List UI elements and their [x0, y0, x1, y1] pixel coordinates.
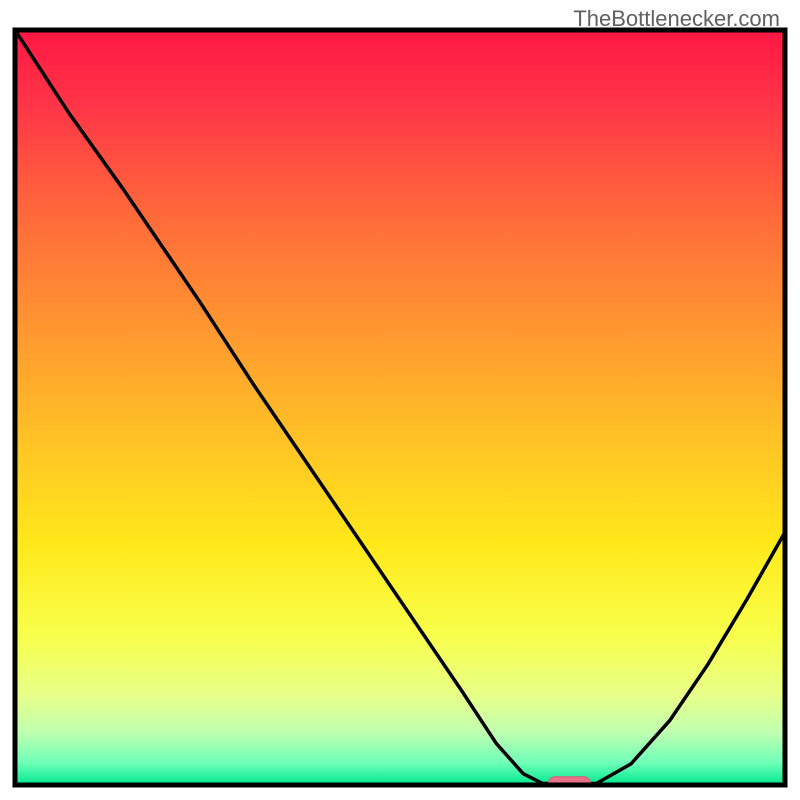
gradient-background [15, 30, 785, 785]
watermark-text: TheBottlenecker.com [573, 6, 780, 32]
chart-svg [0, 0, 800, 800]
chart-container: TheBottlenecker.com [0, 0, 800, 800]
